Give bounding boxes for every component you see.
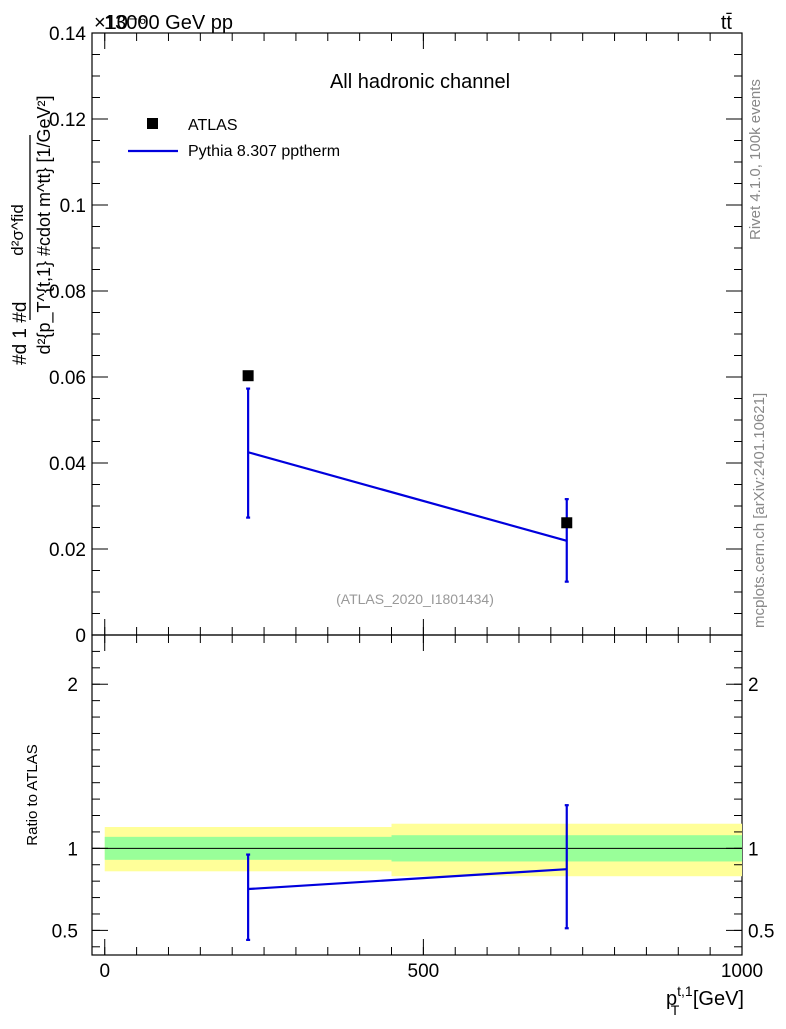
ratio-mc-line: [248, 868, 567, 891]
ratio-y-tick-label-right: 1: [748, 839, 759, 860]
main-y-tick-label: 0.1: [60, 196, 86, 217]
ratio-y-tick-label: 1: [67, 839, 78, 860]
main-y-tick-label: 0: [75, 626, 86, 647]
atlas-data-point: [561, 517, 573, 529]
process-label: tt̄: [721, 12, 733, 34]
ratio-y-axis-label: Ratio to ATLAS: [24, 744, 41, 845]
main-y-tick-label: 0.14: [49, 24, 86, 45]
plot-title: All hadronic channel: [330, 71, 510, 93]
rivet-label: Rivet 4.1.0, 100k events: [747, 79, 764, 240]
legend-label-atlas: ATLAS: [188, 117, 238, 134]
main-y-axis-label: #d 1 #d d²σ^fid d²{p_T^{t,1} #cdot m^tt}…: [8, 95, 55, 365]
ratio-y-tick-label-right: 0.5: [748, 921, 774, 942]
y-label-denominator: d²{p_T^{t,1} #cdot m^tt} [1/GeV²]: [34, 95, 55, 354]
atlas-data-point: [242, 370, 254, 382]
main-y-tick-label: 0.04: [49, 454, 86, 475]
main-y-tick-label: 0.12: [49, 110, 86, 131]
ratio-y-tick-label: 0.5: [52, 921, 78, 942]
main-y-tick-label: 0.02: [49, 540, 86, 561]
analysis-label: (ATLAS_2020_I1801434): [336, 591, 494, 607]
main-mc-line: [247, 451, 568, 542]
ratio-y-tick-label-right: 2: [748, 675, 759, 696]
x-tick-label: 0: [99, 961, 110, 982]
legend: ATLAS Pythia 8.307 pptherm: [128, 117, 340, 160]
main-y-tick-label: 0.06: [49, 368, 86, 389]
y-label-numerator: d²σ^fid: [8, 204, 27, 256]
x-tick-label: 1000: [721, 961, 763, 982]
ratio-plot-frame: [91, 634, 743, 956]
energy-label: 13000 GeV pp: [104, 12, 233, 34]
x-tick-label: 500: [408, 961, 440, 982]
legend-marker-atlas: [147, 118, 158, 129]
ratio-y-tick-label: 2: [67, 675, 78, 696]
mcplots-label: mcplots.cern.ch [arXiv:2401.10621]: [751, 393, 768, 628]
exponent-label: ×10⁻⁶: [94, 12, 147, 34]
x-axis-label: pt,1 T [GeV]: [666, 983, 744, 1018]
legend-label-pythia: Pythia 8.307 pptherm: [188, 143, 340, 160]
y-label-left: #d 1 #d: [10, 302, 31, 365]
main-y-tick-label: 0.08: [49, 282, 86, 303]
